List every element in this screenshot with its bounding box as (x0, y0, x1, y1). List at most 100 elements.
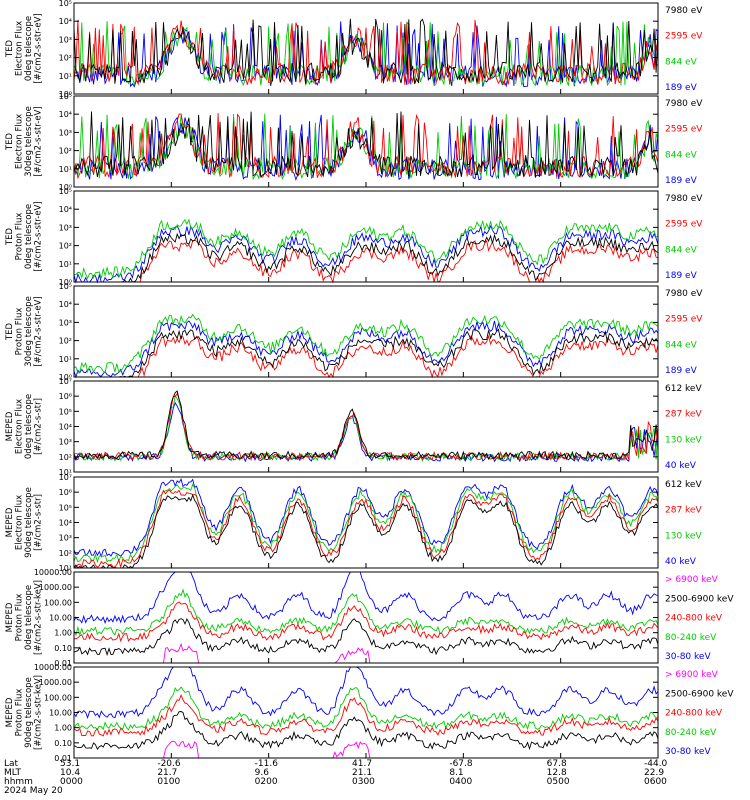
series-3-4 (73, 224, 659, 284)
y-axis-label-line: 0deg telescope (24, 585, 34, 650)
y-tick-label: 0.01 (54, 754, 72, 763)
legend-entry: 80-240 keV (665, 728, 717, 738)
legend-entry: 7980 eV (665, 289, 703, 299)
footer-hhmm: 0300 (352, 777, 375, 787)
y-tick-label: 10⁵ (59, 187, 72, 196)
footer-hhmm: 0500 (547, 777, 570, 787)
y-tick-label: 10³ (59, 438, 72, 447)
y-axis-label-line: Proton Flux (15, 308, 25, 356)
y-axis-label-line: Electron Flux (15, 21, 25, 76)
y-axis-label-line: [#/cm2-s-str-eV] (34, 201, 44, 271)
footer-lat: -44.0 (644, 759, 668, 769)
y-tick-label: 10⁵ (59, 503, 72, 512)
series-6-2 (73, 489, 659, 569)
footer-mlt: 9.6 (255, 768, 270, 778)
y-tick-label: 0.10 (54, 644, 72, 653)
y-axis-label-line: [#/cm2-s-str-eV] (34, 296, 44, 366)
legend-entry: 189 eV (665, 271, 698, 281)
y-tick-label: 1000.00 (39, 583, 72, 592)
y-tick-label: 10⁶ (59, 488, 72, 497)
y-axis-label-line: MEPED (5, 697, 15, 727)
footer-hhmm: 0600 (644, 777, 667, 787)
y-tick-label: 10² (59, 453, 72, 462)
y-tick-label: 10³ (59, 223, 72, 232)
legend-entry: 40 keV (665, 557, 697, 567)
y-axis-label-line: [#/cm2-s-str] (34, 494, 44, 551)
y-tick-label: 10¹ (59, 260, 72, 269)
y-tick-label: 10⁴ (59, 519, 72, 528)
panel-2: 10⁰ 10¹ 10² 10³ 10⁴ 10⁵ TEDElectron Flux30deg … (5, 92, 703, 192)
y-tick-label: 0.01 (54, 659, 72, 668)
y-tick-label: 10⁵ (59, 0, 72, 8)
y-tick-label: 10² (59, 337, 72, 346)
footer-mlt: 10.4 (60, 768, 80, 778)
y-axis-label-line: [#/cm2-s-str-keV] (34, 675, 44, 750)
footer-hhmm: 0400 (449, 777, 472, 787)
series-1-2 (73, 19, 659, 86)
y-tick-label: 10⁶ (59, 392, 72, 401)
footer-hhmm: 0200 (255, 777, 278, 787)
series-1-4 (73, 21, 659, 88)
y-tick-label: 10³ (59, 128, 72, 137)
legend-entry: 189 eV (665, 366, 698, 376)
footer-lat: 67.8 (547, 759, 567, 769)
y-tick-label: 10⁷ (59, 377, 72, 386)
y-axis-label-line: 0deg telescope (24, 16, 34, 81)
y-axis-label-line: 0deg telescope (24, 204, 34, 269)
series-3-1 (74, 232, 659, 283)
y-tick-label: 10000.00 (34, 568, 72, 577)
legend-entry: 2500-6900 keV (665, 689, 734, 699)
footer-lat: -20.6 (157, 759, 181, 769)
y-axis-label: TEDElectron Flux30deg telescope[#/cm2-s-… (5, 106, 44, 177)
legend-entry: 2595 eV (665, 32, 703, 42)
footer-lat: -11.6 (255, 759, 279, 769)
legend-entry: 240-800 keV (665, 614, 723, 624)
series-8-3 (73, 693, 659, 737)
footer-hhmm: 0000 (60, 777, 83, 787)
series-8-5 (73, 666, 659, 719)
y-axis-label-line: 90deg telescope (24, 487, 34, 558)
y-tick-label: 10000.00 (34, 663, 72, 672)
footer-mlt: 8.1 (449, 768, 463, 778)
legend-entry: 2500-6900 keV (665, 594, 734, 604)
y-axis-label: TEDElectron Flux0deg telescope[#/cm2-s-s… (5, 13, 44, 83)
series-4-3 (73, 313, 659, 374)
series-4-1 (74, 328, 659, 378)
y-tick-label: 10² (59, 242, 72, 251)
legend-entry: 7980 eV (665, 6, 703, 16)
y-tick-label: 10⁵ (59, 282, 72, 291)
panel-4: 10⁰ 10¹ 10² 10³ 10⁴ 10⁵ TEDProton Flux30deg te… (5, 282, 703, 382)
footer-row-label: Lat (4, 759, 19, 769)
panel-5: 10¹ 10² 10³ 10⁴ 10⁵ 10⁶ 10⁷ MEPEDElectron Flux0… (5, 377, 702, 477)
y-axis-label-line: MEPED (5, 602, 15, 632)
y-axis-label-line: [#/cm2-s-str] (34, 398, 44, 455)
y-tick-label: 10⁷ (59, 473, 72, 482)
legend-entry: 130 keV (665, 435, 702, 445)
legend-entry: 612 keV (665, 480, 702, 490)
y-axis-label-line: MEPED (5, 411, 15, 441)
legend-entry: 40 keV (665, 461, 697, 471)
series-3-2 (74, 239, 659, 284)
y-axis-label: TEDProton Flux0deg telescope[#/cm2-s-str… (5, 201, 44, 271)
y-axis-label-line: Electron Flux (15, 114, 25, 169)
y-tick-label: 10¹ (59, 355, 72, 364)
y-axis-label: MEPEDProton Flux0deg telescope[#/cm2-s-s… (5, 580, 44, 655)
y-axis-label-line: [#/cm2-s-str-eV] (34, 13, 44, 83)
legend-entry: 30-80 keV (665, 652, 711, 662)
panel-7: 0.01 0.10 1.00 10.00 100.00 1000.00 10000.00 ME… (5, 568, 734, 668)
y-axis-label-line: TED (5, 132, 15, 151)
y-tick-label: 10¹ (59, 564, 72, 573)
legend-entry: 844 eV (665, 57, 698, 67)
y-tick-label: 100.00 (44, 693, 72, 702)
y-tick-label: 10⁴ (59, 423, 72, 432)
legend-entry: 30-80 keV (665, 747, 711, 757)
y-tick-label: 10⁰ (59, 183, 72, 192)
y-tick-label: 10³ (59, 534, 72, 543)
y-tick-label: 10² (59, 549, 72, 558)
footer-mlt: 21.7 (157, 768, 177, 778)
series-4-4 (73, 320, 659, 379)
y-tick-label: 0.10 (54, 739, 72, 748)
y-tick-label: 1.00 (54, 629, 72, 638)
